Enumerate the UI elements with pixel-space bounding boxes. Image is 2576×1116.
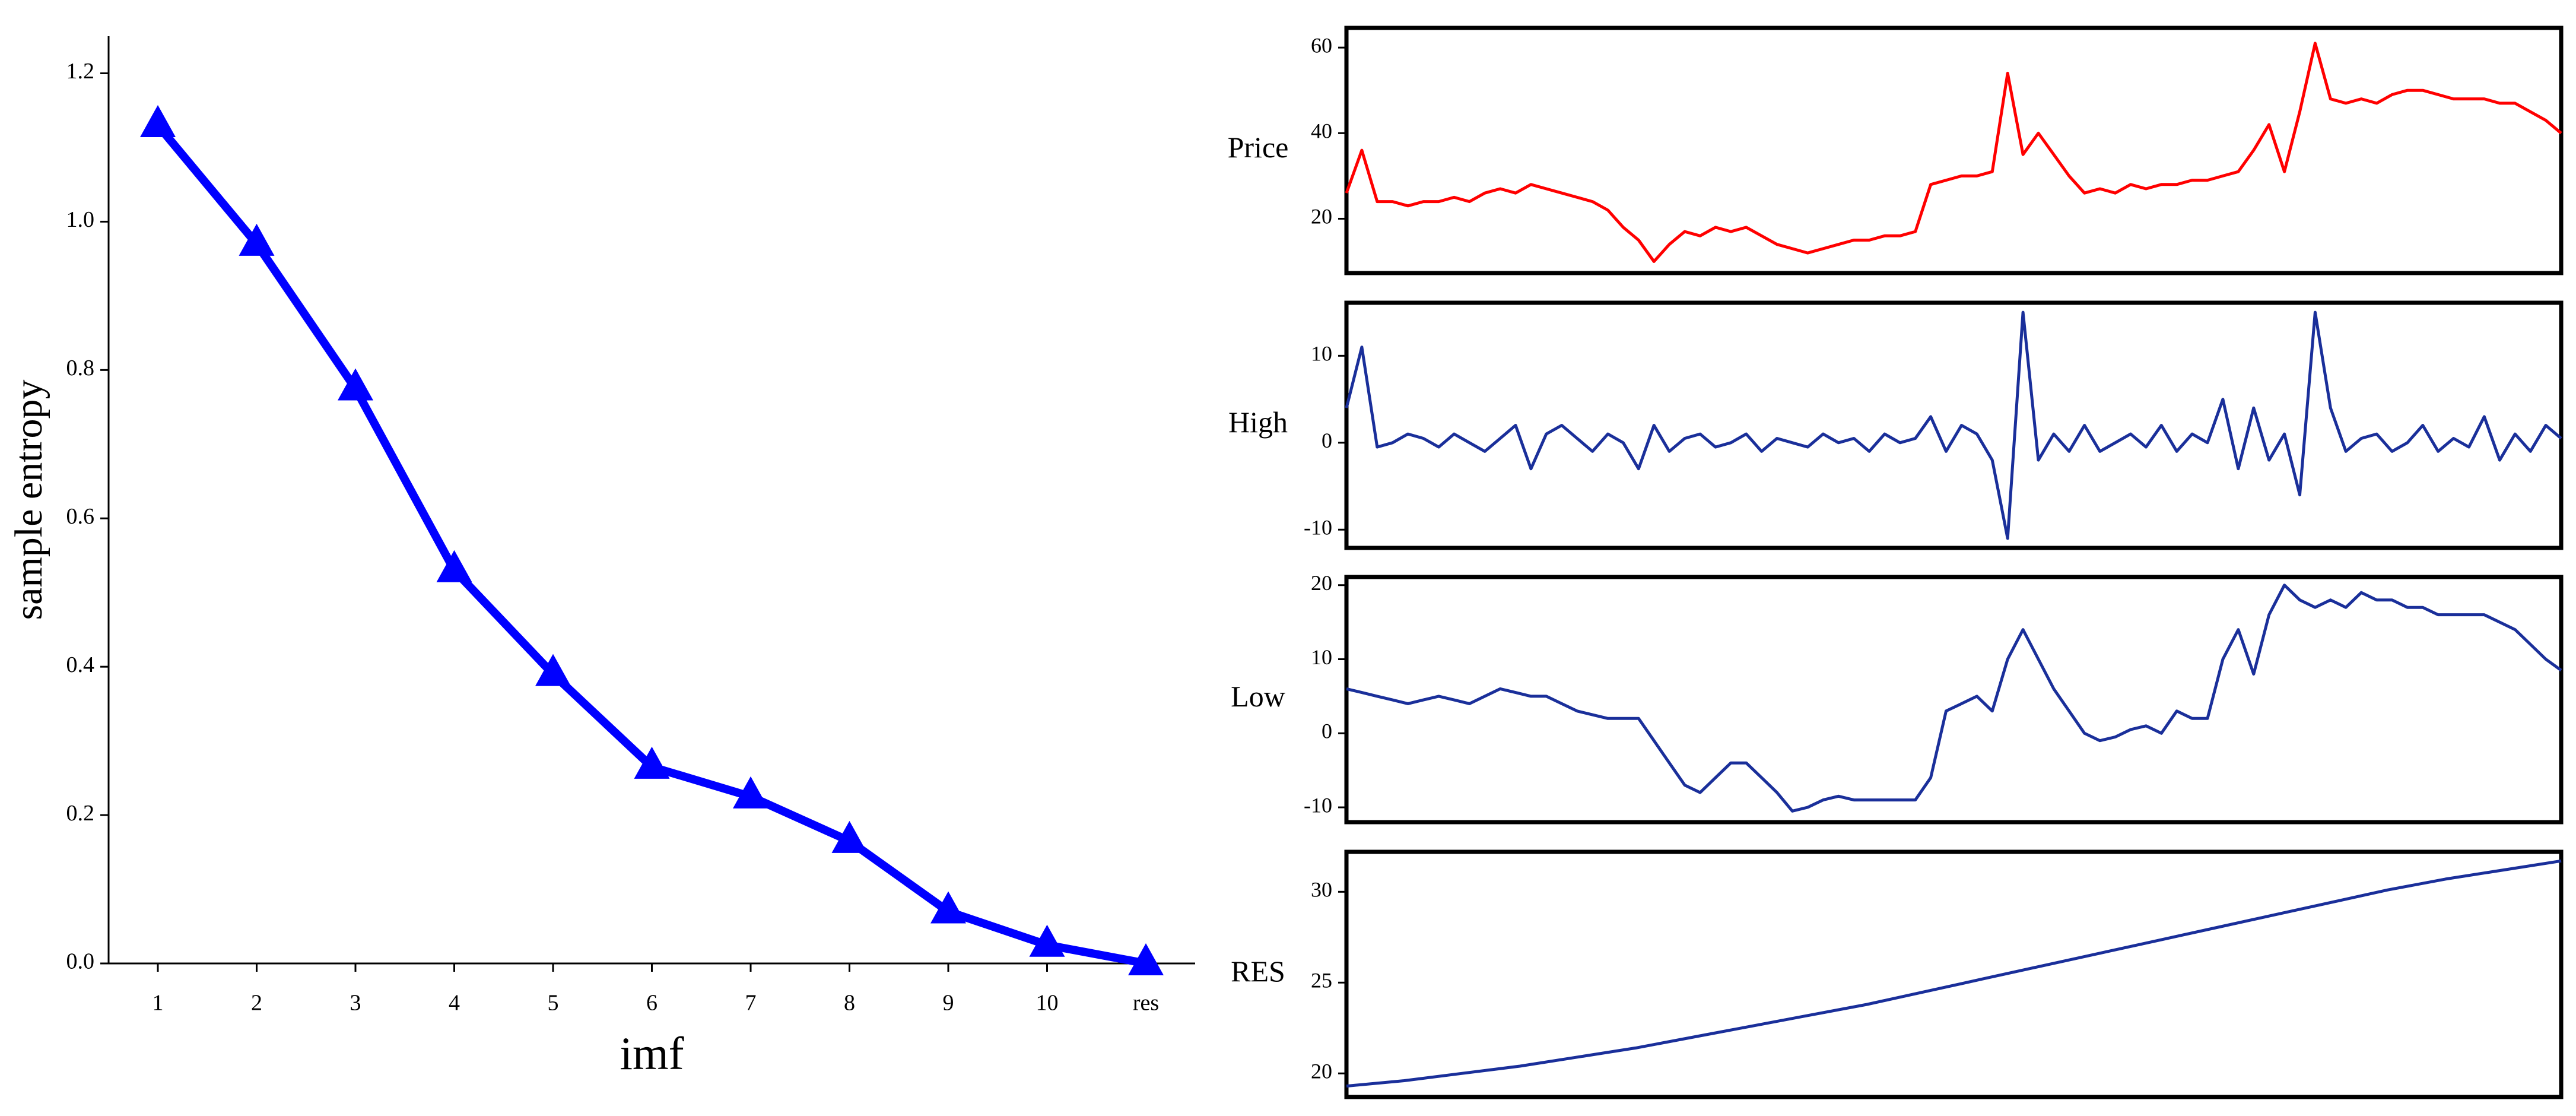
y-tick-label: 40 (1311, 119, 1332, 143)
y-tick-label: 25 (1311, 969, 1332, 993)
y-tick-label: 1.2 (66, 59, 95, 84)
x-tick-label: 2 (251, 991, 262, 1016)
y-tick-label: -10 (1304, 793, 1332, 817)
data-marker (338, 368, 373, 401)
panel-frame (1344, 575, 2564, 825)
data-line (1346, 859, 2562, 1088)
y-tick-label: -10 (1304, 516, 1332, 540)
y-tick-label: 0.2 (66, 801, 95, 826)
panel-frame (1344, 300, 2564, 550)
x-tick-label: 9 (943, 991, 954, 1016)
x-tick-label: 4 (449, 991, 460, 1016)
data-marker (140, 104, 176, 137)
y-tick-label: 0.8 (66, 356, 95, 381)
y-tick-label: 20 (1311, 1059, 1332, 1083)
data-marker (634, 746, 670, 779)
y-tick-label: 60 (1311, 33, 1332, 57)
data-marker (831, 820, 868, 853)
y-tick-label: 20 (1311, 205, 1332, 229)
y-tick-label: 0 (1322, 429, 1332, 452)
data-marker (436, 550, 472, 582)
y-axis-label: sample entropy (7, 379, 50, 620)
y-tick-label: 1.0 (66, 207, 95, 232)
y-tick-label: 20 (1311, 571, 1332, 595)
data-marker (1128, 943, 1164, 975)
data-marker (930, 891, 966, 924)
data-line (154, 122, 1147, 968)
y-tick-label: 10 (1311, 342, 1332, 366)
data-line (1346, 584, 2562, 813)
x-axis-label: imf (620, 1028, 684, 1079)
data-marker (1029, 924, 1065, 957)
data-line (1345, 42, 2562, 263)
data-marker (535, 654, 571, 686)
y-tick-label: 0 (1322, 719, 1332, 743)
panel-label: High (1228, 405, 1288, 439)
y-tick-label: 0.4 (66, 652, 95, 677)
panel-frame (1344, 26, 2564, 275)
panel-label: Price (1228, 131, 1289, 164)
data-marker (239, 223, 275, 256)
x-tick-label: 3 (350, 991, 361, 1016)
y-tick-label: 0.0 (66, 949, 95, 974)
data-line (1345, 310, 2562, 540)
y-tick-label: 10 (1311, 645, 1332, 669)
x-tick-label: 8 (844, 991, 855, 1016)
panel-label: Low (1231, 680, 1285, 713)
data-marker (733, 776, 768, 809)
x-tick-label: 5 (548, 991, 559, 1016)
x-tick-label: res (1133, 991, 1159, 1016)
y-tick-label: 0.6 (66, 504, 95, 529)
panel-frame (1344, 849, 2564, 1099)
x-tick-label: 7 (745, 991, 757, 1016)
x-tick-label: 1 (153, 991, 164, 1016)
x-tick-label: 10 (1036, 991, 1059, 1016)
x-tick-label: 6 (646, 991, 658, 1016)
panel-label: RES (1231, 955, 1285, 988)
y-tick-label: 30 (1311, 878, 1332, 902)
